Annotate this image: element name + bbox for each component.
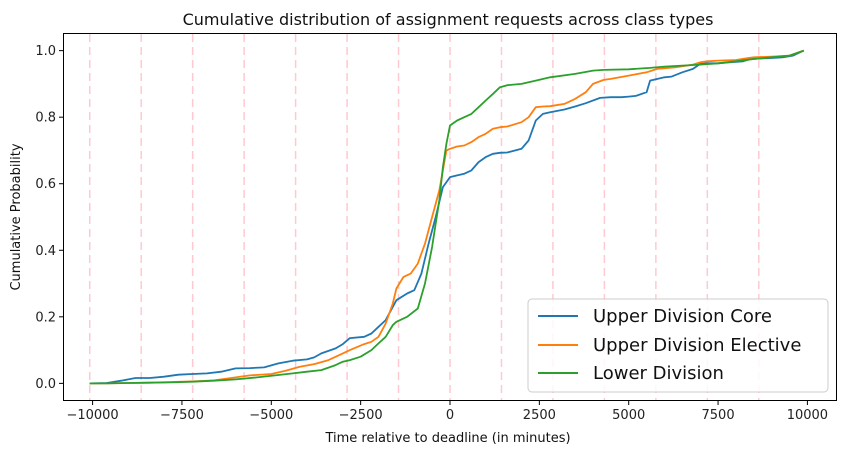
- legend-label-upper-division-elective: Upper Division Elective: [593, 335, 801, 356]
- legend: Upper Division Core Upper Division Elect…: [527, 298, 829, 393]
- y-axis-label: Cumulative Probability: [9, 143, 24, 290]
- x-tick-label: 0: [446, 408, 454, 423]
- series-line-upper-division-core: [89, 49, 805, 385]
- series-lines: [89, 49, 805, 385]
- series-line-upper-division-elective: [89, 49, 805, 385]
- x-tick-label: −7500: [160, 408, 204, 423]
- x-tick-label: −5000: [249, 408, 293, 423]
- chart-title: Cumulative distribution of assignment re…: [183, 10, 714, 29]
- x-tick-label: −2500: [339, 408, 383, 423]
- y-tick-label: 0.0: [35, 377, 56, 392]
- x-tick-label: 7500: [702, 408, 735, 423]
- y-axis-ticks: 0.0 0.2 0.4 0.6 0.8 1.0: [35, 44, 64, 392]
- y-tick-label: 0.6: [35, 177, 56, 192]
- y-tick-label: 1.0: [35, 44, 56, 59]
- legend-box: [527, 298, 829, 393]
- y-tick-label: 0.8: [35, 111, 56, 126]
- y-tick-label: 0.2: [35, 310, 56, 325]
- series-line-lower-division: [89, 49, 805, 385]
- x-tick-label: 5000: [612, 408, 645, 423]
- y-tick-label: 0.4: [35, 244, 56, 259]
- x-tick-label: 2500: [523, 408, 556, 423]
- x-axis-label: Time relative to deadline (in minutes): [324, 431, 570, 446]
- legend-label-upper-division-core: Upper Division Core: [593, 306, 772, 327]
- x-tick-label: 10000: [787, 408, 828, 423]
- x-tick-label: −10000: [66, 408, 118, 423]
- legend-label-lower-division: Lower Division: [593, 363, 724, 384]
- x-axis-ticks: −10000 −7500 −5000 −2500 0 2500 5000 7500 10000: [66, 400, 828, 423]
